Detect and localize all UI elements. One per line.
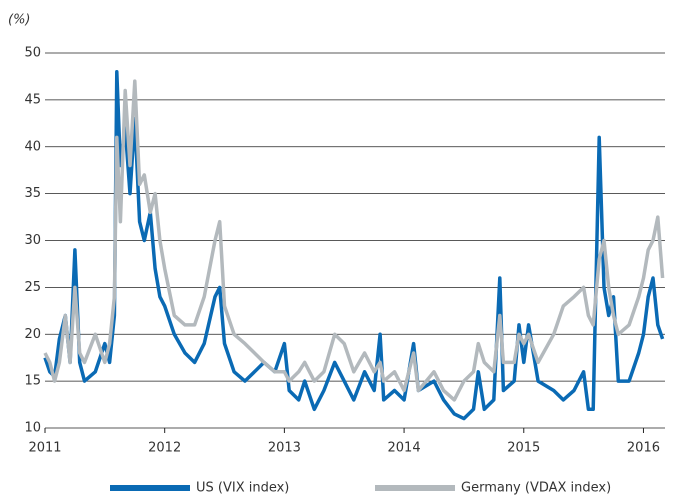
y-tick-label: 20: [24, 327, 41, 342]
y-tick-label: 25: [24, 280, 41, 295]
x-tick-label: 2012: [148, 441, 181, 456]
x-tick-label: 2011: [28, 441, 61, 456]
x-tick-label: 2016: [627, 441, 660, 456]
y-tick-label: 50: [24, 46, 41, 61]
y-tick-label: 30: [24, 233, 41, 248]
legend-label: Germany (VDAX index): [461, 481, 611, 496]
y-tick-label: 40: [24, 139, 41, 154]
y-axis-label: (%): [8, 13, 31, 28]
y-tick-label: 35: [24, 186, 41, 201]
y-tick-label: 15: [24, 374, 41, 389]
y-tick-label: 10: [24, 421, 41, 436]
x-tick-label: 2014: [388, 441, 421, 456]
x-tick-label: 2013: [268, 441, 301, 456]
x-tick-label: 2015: [507, 441, 540, 456]
y-tick-label: 45: [24, 92, 41, 107]
legend-label: US (VIX index): [196, 481, 289, 496]
line-series: [43, 79, 665, 402]
